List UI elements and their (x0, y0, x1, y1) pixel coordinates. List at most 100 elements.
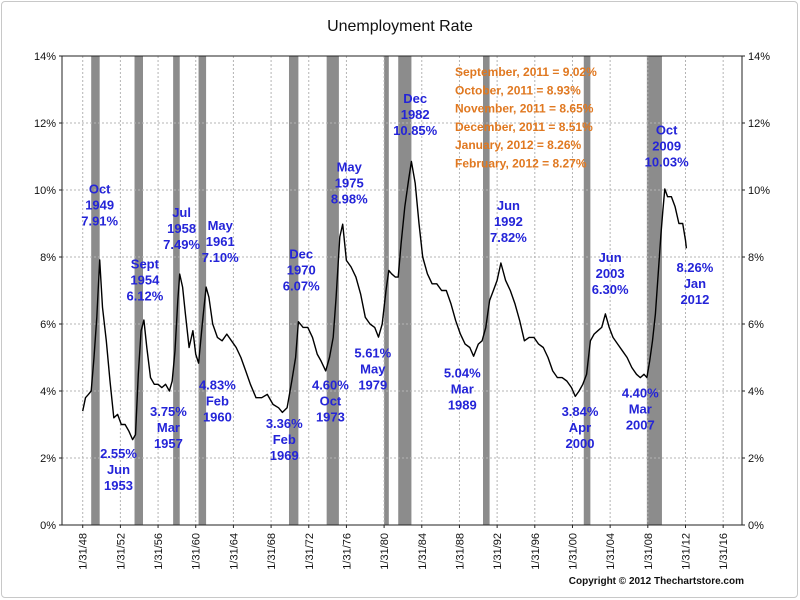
annotation-line: 3.84% (562, 404, 599, 419)
annotation-line: Oct (320, 393, 342, 408)
x-tick-label: 1/31/72 (304, 533, 316, 570)
annotation-line: 6.12% (126, 289, 163, 304)
annotation-line: 2012 (680, 292, 709, 307)
recession-band (134, 56, 143, 525)
annotation-line: 7.91% (81, 213, 118, 228)
info-line: October, 2011 = 8.93% (455, 83, 581, 97)
annotation-line: 2007 (626, 418, 655, 433)
annotation-line: 1957 (154, 436, 183, 451)
annotation-line: Mar (629, 402, 652, 417)
x-tick-label: 1/31/92 (492, 533, 504, 570)
recession-band (288, 56, 299, 525)
annotation-line: 2009 (652, 139, 681, 154)
annotation-line: 2003 (596, 266, 625, 281)
info-line: November, 2011 = 8.65% (455, 102, 594, 116)
annotation-line: Jul (172, 205, 191, 220)
annotation-line: 2000 (566, 436, 595, 451)
annotation-line: Dec (289, 247, 313, 262)
unemployment-line (82, 160, 688, 441)
annotation-line: 1989 (448, 398, 477, 413)
y-tick-label-left: 6% (40, 319, 56, 331)
annotation-line: 2.55% (100, 446, 137, 461)
annotation-line: 1954 (130, 273, 160, 288)
y-tick-label-left: 8% (40, 252, 56, 264)
info-box: September, 2011 = 9.02% October, 2011 = 8… (455, 65, 597, 171)
annotation-line: 1979 (358, 378, 387, 393)
y-tick-label-right: 4% (748, 386, 764, 398)
y-tick-label-right: 8% (748, 252, 764, 264)
annotation-line: May (208, 218, 234, 233)
x-tick-label: 1/31/00 (567, 533, 579, 570)
annotation-line: Feb (273, 432, 296, 447)
annotation-line: 1960 (203, 409, 232, 424)
x-tick-label: 1/31/04 (605, 533, 617, 570)
recession-band (326, 56, 339, 525)
recession-band (482, 56, 490, 525)
recession-band (398, 56, 412, 525)
annotation-line: May (337, 160, 363, 175)
x-tick-label: 1/31/08 (643, 533, 655, 570)
annotation-line: 6.07% (283, 279, 320, 294)
y-tick-label-left: 2% (40, 453, 56, 465)
x-tick-label: 1/31/16 (718, 533, 730, 570)
annotation-line: Dec (403, 91, 427, 106)
recession-band (198, 56, 207, 525)
annotation-line: Jun (599, 250, 622, 265)
annotation-line: 1958 (167, 221, 196, 236)
x-tick-label: 1/31/76 (341, 533, 353, 570)
annotation-line: 7.10% (202, 250, 239, 265)
annotation-line: 1982 (401, 107, 430, 122)
chart-title: Unemployment Rate (327, 18, 473, 35)
annotation-line: 10.03% (645, 155, 690, 170)
annotation-line: 1969 (270, 448, 299, 463)
y-tick-label-left: 12% (34, 118, 56, 130)
info-line: December, 2011 = 8.51% (455, 120, 593, 134)
x-tick-label: 1/31/60 (191, 533, 203, 570)
y-tick-label-right: 2% (748, 453, 764, 465)
info-line: September, 2011 = 9.02% (455, 65, 597, 79)
x-tick-label: 1/31/56 (153, 533, 165, 570)
annotation-line: Oct (656, 123, 678, 138)
info-line: February, 2012 = 8.27% (455, 157, 587, 171)
annotation-line: 10.85% (393, 123, 438, 138)
x-tick-label: 1/31/88 (454, 533, 466, 570)
annotation-line: 5.61% (354, 346, 391, 361)
plot-border (61, 55, 743, 526)
annotation-line: Mar (157, 420, 180, 435)
annotation-line: Oct (89, 181, 111, 196)
x-tick-label: 1/31/80 (379, 533, 391, 570)
copyright-text: Copyright © 2012 Thechartstore.com (568, 576, 744, 587)
y-tick-label-right: 6% (748, 319, 764, 331)
annotation-line: 6.30% (592, 282, 629, 297)
annotation-line: 8.98% (331, 192, 368, 207)
annotation-line: May (360, 362, 386, 377)
y-tick-label-right: 10% (748, 185, 770, 197)
annotation-line: 7.49% (163, 237, 200, 252)
y-tick-label-right: 14% (748, 51, 770, 63)
annotation-line: 3.75% (150, 404, 187, 419)
y-tick-label-right: 0% (748, 520, 764, 532)
annotation-line: Jun (107, 462, 130, 477)
annotation-line: 4.60% (312, 377, 349, 392)
annotation-line: 1961 (206, 234, 235, 249)
annotation-line: 1970 (287, 263, 316, 278)
